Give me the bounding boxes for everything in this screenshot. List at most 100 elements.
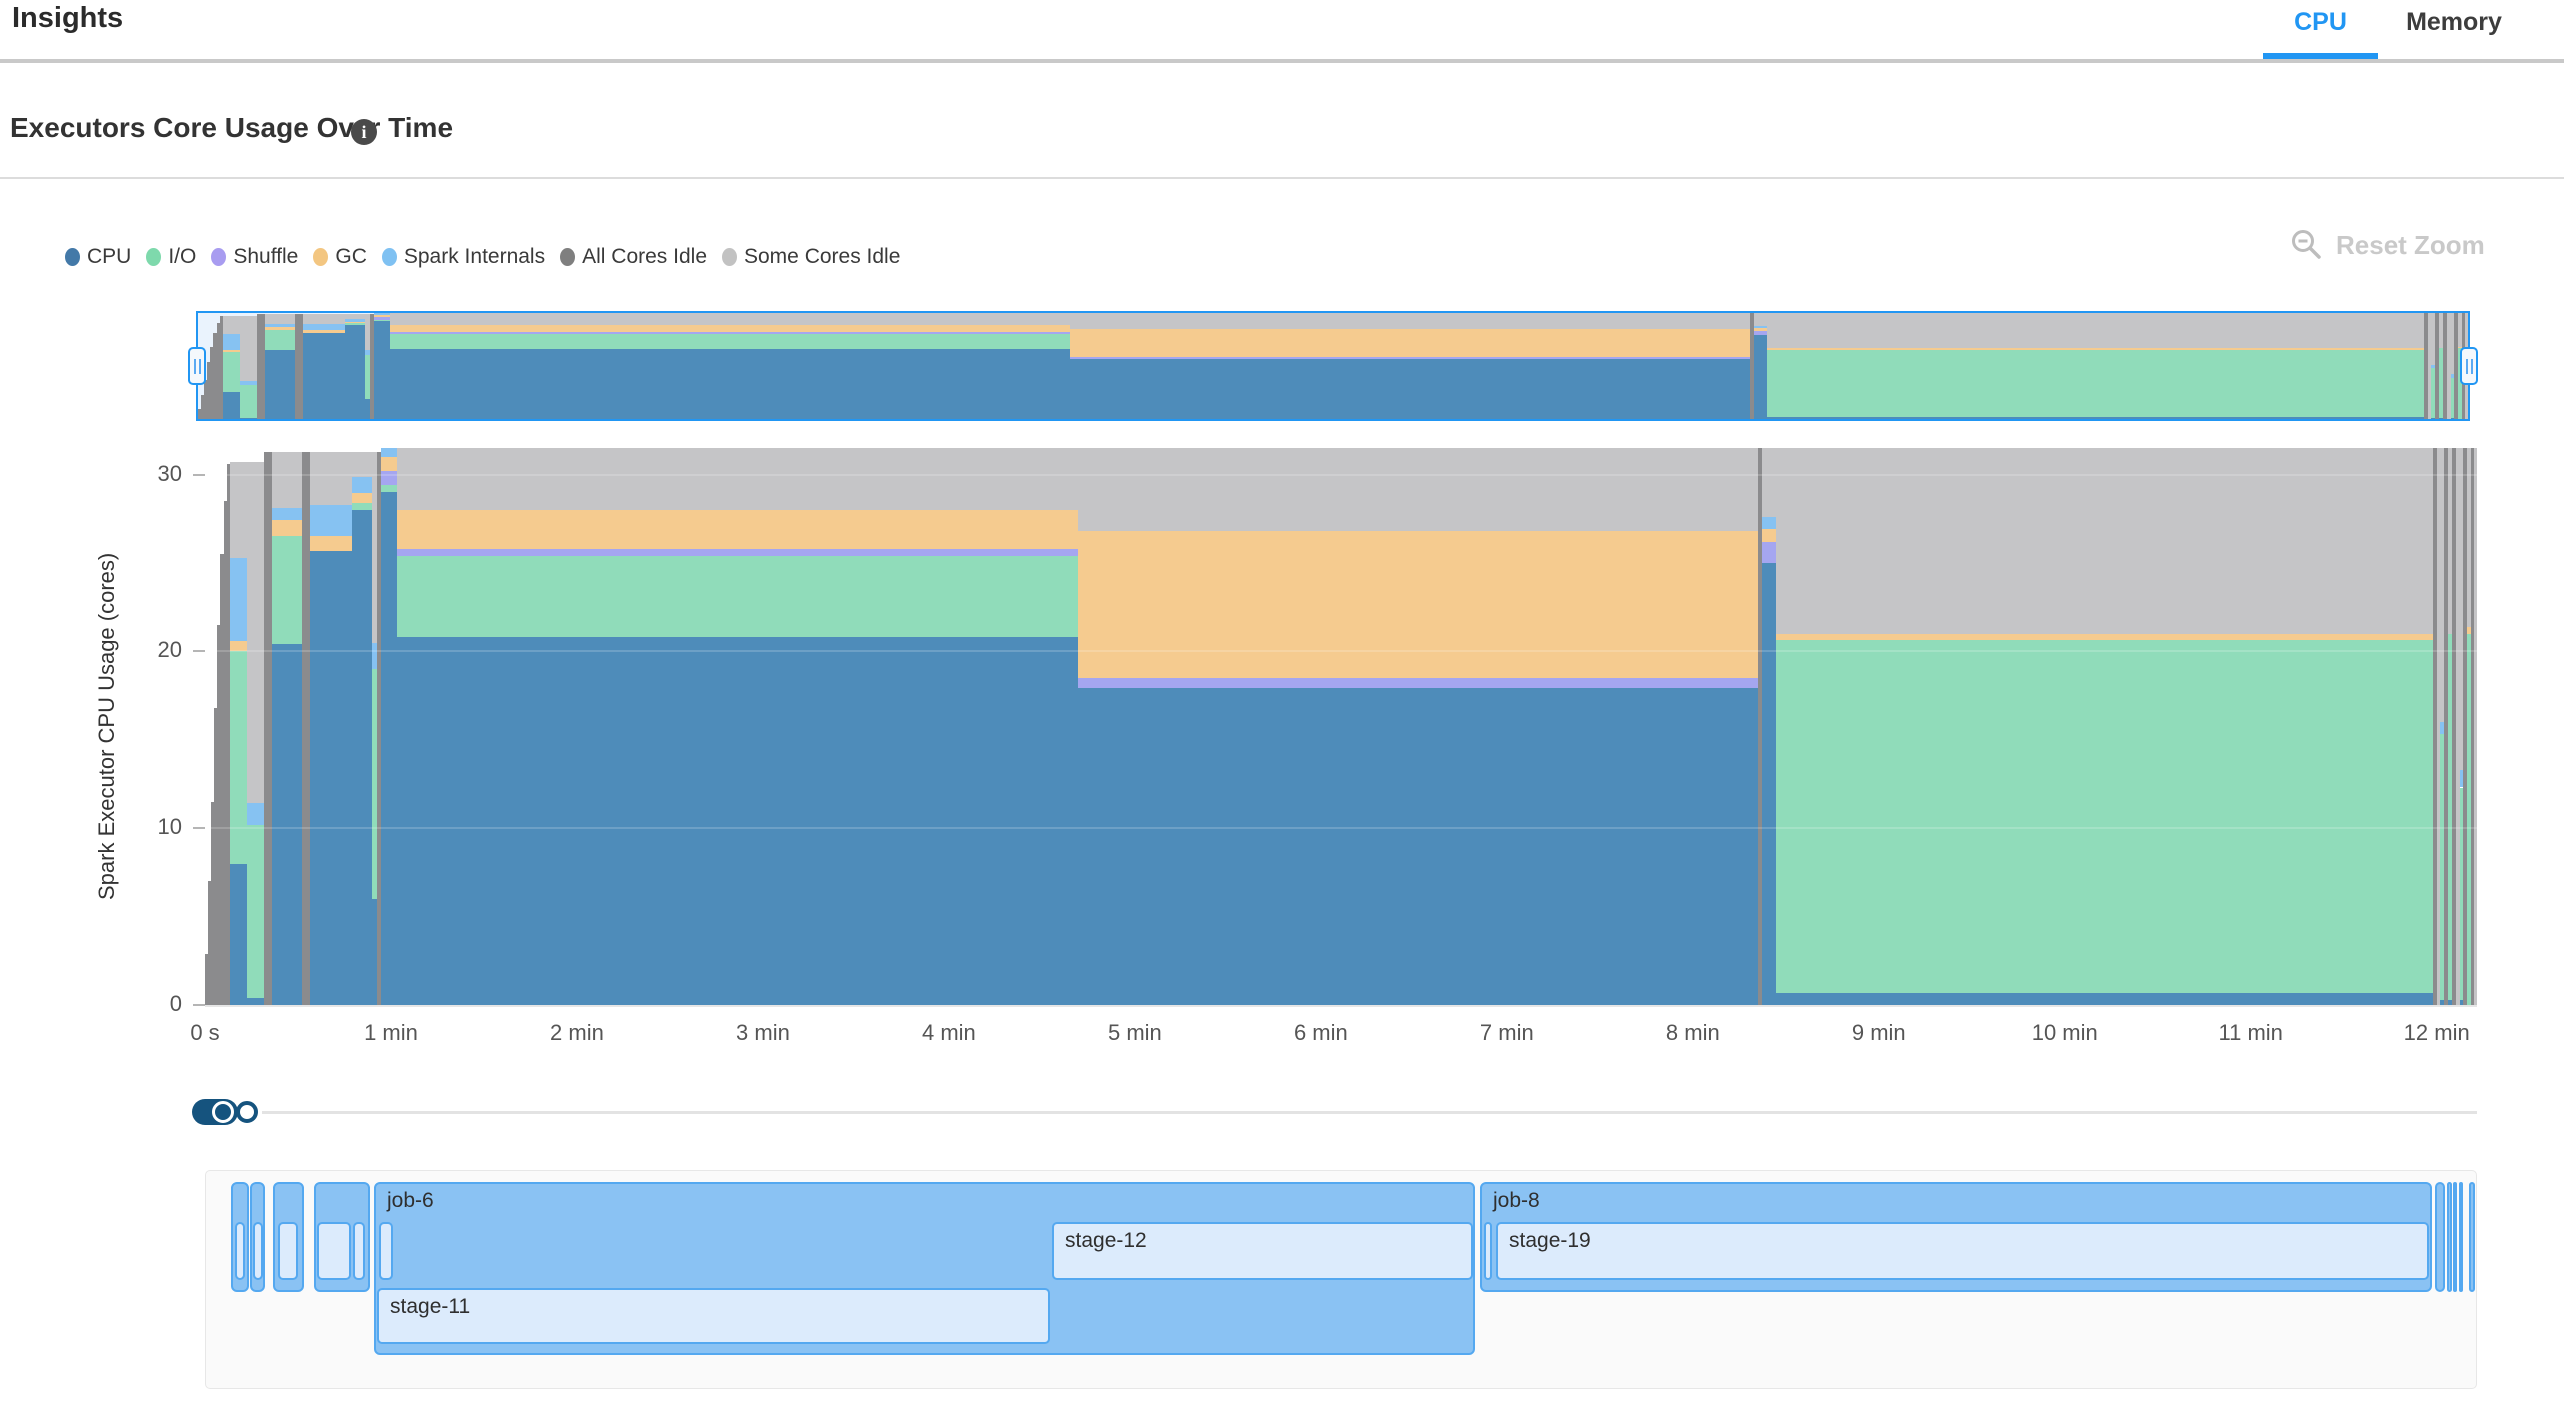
area-some_idle xyxy=(239,315,257,381)
stage-bar-stage-11[interactable]: stage-11 xyxy=(377,1288,1050,1344)
tab-cpu[interactable]: CPU xyxy=(2294,8,2347,36)
area-internals xyxy=(239,380,257,385)
area-internals xyxy=(271,508,302,521)
area-io xyxy=(2459,787,2464,1000)
area-shuffle xyxy=(1070,356,1750,359)
legend-item-i-o[interactable]: I/O xyxy=(146,245,196,269)
legend-dot-icon xyxy=(722,248,737,266)
legend-item-all-cores-idle[interactable]: All Cores Idle xyxy=(560,245,707,269)
tab-memory[interactable]: Memory xyxy=(2406,8,2502,36)
area-all_idle xyxy=(220,554,224,1005)
area-internals xyxy=(264,324,295,327)
area-internals xyxy=(344,318,365,322)
y-tick-label: 30 xyxy=(157,460,182,486)
zoom-slider-track[interactable] xyxy=(262,1111,2477,1114)
area-shuffle xyxy=(373,317,390,321)
x-tick-label: 7 min xyxy=(1479,1020,1534,1045)
stage-bar[interactable] xyxy=(235,1222,245,1280)
stage-label: stage-11 xyxy=(390,1295,471,1318)
y-tick-label: 0 xyxy=(169,991,182,1016)
legend-item-spark-internals[interactable]: Spark Internals xyxy=(381,245,545,269)
area-all_idle xyxy=(377,451,382,1005)
stage-bar[interactable] xyxy=(253,1222,263,1280)
area-io xyxy=(2448,633,2453,1000)
area-cpu xyxy=(1070,358,1750,419)
area-some_idle xyxy=(2473,448,2477,1005)
legend-item-cpu[interactable]: CPU xyxy=(65,245,131,269)
area-some_idle xyxy=(1775,448,2433,634)
job-bar[interactable] xyxy=(2459,1182,2463,1292)
area-cpu xyxy=(239,417,257,419)
x-tick-label: 11 min xyxy=(2218,1020,2283,1045)
area-gc xyxy=(2467,626,2471,634)
job-bar[interactable] xyxy=(2435,1182,2445,1292)
legend-label: All Cores Idle xyxy=(582,245,707,268)
x-tick-label: 8 min xyxy=(1665,1020,1720,1045)
page-title: Insights xyxy=(12,2,124,34)
area-shuffle xyxy=(389,332,1071,334)
job-bar[interactable] xyxy=(2453,1182,2457,1292)
area-cpu xyxy=(230,863,247,1005)
stage-bar-stage-12[interactable]: stage-12 xyxy=(1052,1222,1473,1280)
area-all_idle xyxy=(2452,448,2456,1005)
area-all_idle xyxy=(214,707,218,1005)
area-gc xyxy=(351,493,373,503)
brush-handle-right[interactable] xyxy=(2460,347,2478,385)
area-cpu xyxy=(310,550,352,1005)
area-cpu xyxy=(1761,562,1776,1005)
area-some_idle xyxy=(2440,448,2445,723)
job-bar[interactable] xyxy=(2469,1182,2475,1292)
area-cpu xyxy=(364,398,370,419)
area-internals xyxy=(1753,326,1768,329)
reset-zoom-button[interactable]: Reset Zoom xyxy=(2290,228,2485,262)
area-some_idle xyxy=(396,448,1078,510)
area-internals xyxy=(302,323,345,330)
x-axis-line xyxy=(205,1005,2477,1007)
area-all_idle xyxy=(208,881,212,1005)
legend-label: CPU xyxy=(87,245,132,268)
stage-bar[interactable] xyxy=(353,1222,365,1280)
area-cpu xyxy=(1077,688,1758,1005)
legend-item-some-cores-idle[interactable]: Some Cores Idle xyxy=(722,245,900,269)
stage-bar[interactable] xyxy=(379,1222,393,1280)
stage-bar[interactable] xyxy=(317,1222,351,1280)
x-tick-label: 12 min xyxy=(2403,1020,2470,1045)
legend-item-gc[interactable]: GC xyxy=(313,245,367,269)
area-io xyxy=(271,536,302,645)
area-all_idle xyxy=(1749,313,1754,419)
legend-label: Shuffle xyxy=(233,245,299,268)
area-io xyxy=(223,351,240,393)
area-some_idle xyxy=(1761,448,1776,517)
area-io xyxy=(389,333,1071,349)
zoom-slider-handle-start[interactable] xyxy=(212,1101,234,1123)
brush-handle-left[interactable] xyxy=(188,347,206,385)
job-bar[interactable] xyxy=(2447,1182,2452,1292)
zoom-slider-handle-end[interactable] xyxy=(236,1101,258,1123)
area-all_idle xyxy=(2454,313,2459,419)
gridline xyxy=(205,827,2477,830)
stage-bar[interactable] xyxy=(1484,1222,1492,1280)
legend-item-shuffle[interactable]: Shuffle xyxy=(211,245,298,269)
legend-dot-icon xyxy=(560,248,576,266)
area-all_idle xyxy=(2444,448,2449,1005)
area-all_idle xyxy=(2470,448,2474,1005)
area-some_idle xyxy=(264,313,295,325)
area-io xyxy=(2458,348,2462,419)
y-tick-label: 10 xyxy=(157,814,182,840)
stage-bar[interactable] xyxy=(278,1222,298,1280)
y-tick-mark xyxy=(193,827,205,830)
area-some_idle xyxy=(372,451,378,643)
info-icon[interactable]: i xyxy=(351,119,377,145)
area-some_idle xyxy=(351,451,373,478)
area-internals xyxy=(364,350,370,356)
stage-bar-stage-19[interactable]: stage-19 xyxy=(1496,1222,2429,1280)
area-all_idle xyxy=(216,323,220,419)
area-cpu xyxy=(246,997,264,1005)
area-all_idle xyxy=(226,463,231,1005)
area-gc xyxy=(271,520,302,537)
area-shuffle xyxy=(381,470,397,486)
area-cpu xyxy=(2459,999,2464,1005)
area-some_idle xyxy=(2448,448,2453,634)
brush-selection[interactable] xyxy=(196,311,2470,421)
